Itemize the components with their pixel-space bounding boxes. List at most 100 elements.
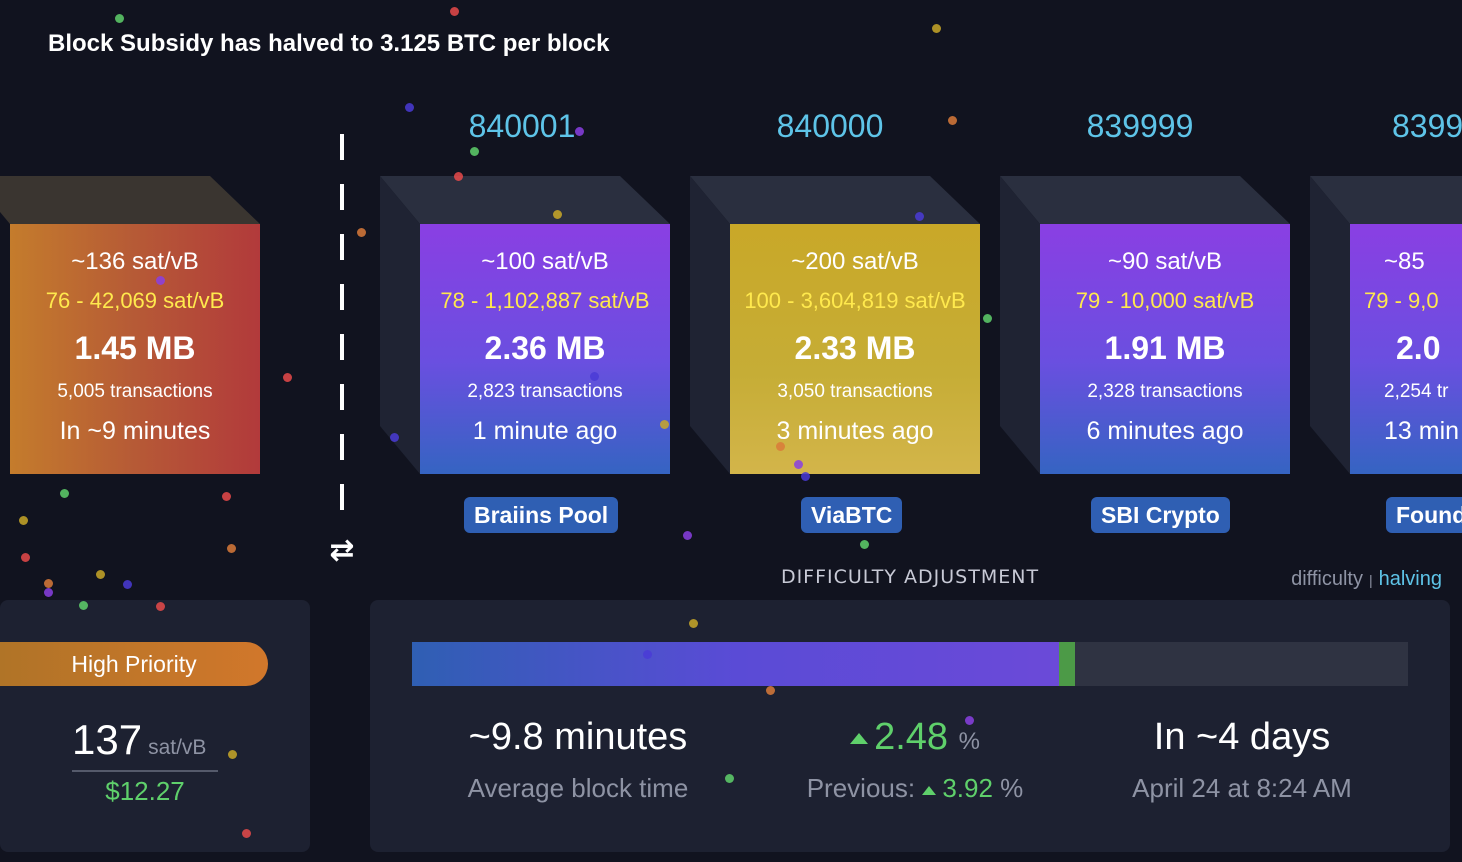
- block-840001[interactable]: ~100 sat/vB 78 - 1,102,887 sat/vB 2.36 M…: [380, 176, 670, 474]
- confetti-dot: [643, 650, 652, 659]
- block-height[interactable]: 840001: [468, 108, 576, 144]
- difficulty-change-stat: 2.48 % Previous: 3.92 %: [770, 716, 1060, 804]
- tab-halving[interactable]: halving: [1378, 568, 1442, 590]
- cube-top: [1000, 176, 1290, 224]
- mempool-divider: [340, 134, 344, 526]
- confetti-dot: [123, 580, 132, 589]
- cube-side: [1000, 176, 1040, 474]
- fee-range: 76 - 42,069 sat/vB: [45, 288, 225, 313]
- tx-count: 5,005 transactions: [57, 381, 213, 402]
- block-840000[interactable]: ~200 sat/vB 100 - 3,604,819 sat/vB 2.33 …: [690, 176, 980, 474]
- difficulty-change: 2.48: [874, 716, 949, 758]
- block-eta: In ~9 minutes: [59, 417, 211, 445]
- confetti-dot: [470, 147, 479, 156]
- block-age: 1 minute ago: [472, 417, 618, 445]
- confetti-dot: [156, 602, 165, 611]
- difficulty-eta-date: April 24 at 8:24 AM: [1132, 773, 1352, 803]
- confetti-dot: [222, 492, 231, 501]
- confetti-dot: [228, 750, 237, 759]
- confetti-dot: [660, 420, 669, 429]
- block-839999[interactable]: ~90 sat/vB 79 - 10,000 sat/vB 1.91 MB 2,…: [1000, 176, 1290, 474]
- confetti-dot: [21, 553, 30, 562]
- confetti-dot: [60, 489, 69, 498]
- projected-block[interactable]: ~136 sat/vB 76 - 42,069 sat/vB 1.45 MB 5…: [0, 176, 260, 474]
- fee-value: 137 sat/vB: [72, 716, 206, 764]
- block-face: ~200 sat/vB 100 - 3,604,819 sat/vB 2.33 …: [730, 224, 980, 474]
- block-face: ~85 79 - 9,0 2.0 2,254 tr 13 min: [1350, 224, 1462, 474]
- difficulty-progress-bar: [412, 642, 1408, 686]
- confetti-dot: [766, 686, 775, 695]
- confetti-dot: [915, 212, 924, 221]
- cube-top: [690, 176, 980, 224]
- difficulty-eta-stat: In ~4 days April 24 at 8:24 AM: [1100, 716, 1384, 804]
- confetti-dot: [19, 516, 28, 525]
- difficulty-eta: In ~4 days: [1153, 716, 1331, 758]
- avg-block-time-stat: ~9.8 minutes Average block time: [440, 716, 716, 804]
- block-height[interactable]: 840000: [776, 108, 884, 144]
- block-age: 3 minutes ago: [776, 417, 934, 445]
- fee-median: ~90 sat/vB: [1107, 248, 1223, 275]
- swap-arrows-icon[interactable]: ⇄: [329, 533, 355, 568]
- progress-fill: [412, 642, 1060, 686]
- tx-count: 2,328 transactions: [1087, 381, 1243, 402]
- confetti-dot: [689, 619, 698, 628]
- tab-separator: |: [1368, 572, 1373, 588]
- confetti-dot: [115, 14, 124, 23]
- cube-side: [380, 176, 420, 474]
- confetti-dot: [44, 588, 53, 597]
- cube-side: [1310, 176, 1350, 474]
- confetti-dot: [932, 24, 941, 33]
- fee-range: 78 - 1,102,887 sat/vB: [440, 288, 650, 313]
- fee-range: 100 - 3,604,819 sat/vB: [744, 288, 966, 313]
- pool-badge[interactable]: Found: [1386, 497, 1462, 533]
- triangle-up-icon: [922, 785, 937, 795]
- pool-badge[interactable]: SBI Crypto: [1091, 497, 1230, 533]
- fee-range: 79 - 10,000 sat/vB: [1075, 288, 1255, 313]
- high-priority-label: High Priority: [0, 642, 268, 686]
- block-face: ~100 sat/vB 78 - 1,102,887 sat/vB 2.36 M…: [420, 224, 670, 474]
- pool-badge[interactable]: ViaBTC: [801, 497, 903, 533]
- confetti-dot: [283, 373, 292, 382]
- confetti-dot: [405, 103, 414, 112]
- difficulty-tabs: difficulty | halving: [1291, 568, 1442, 591]
- fee-median: ~100 sat/vB: [481, 248, 609, 275]
- previous-unit: %: [1000, 773, 1024, 803]
- confetti-dot: [357, 228, 366, 237]
- confetti-dot: [725, 774, 734, 783]
- previous-change: 3.92: [942, 773, 993, 803]
- confetti-dot: [948, 116, 957, 125]
- block-height[interactable]: 8399: [1392, 108, 1462, 144]
- cube-side: [690, 176, 730, 474]
- confetti-dot: [156, 276, 165, 285]
- block-age: 13 min: [1384, 417, 1460, 445]
- confetti-dot: [96, 570, 105, 579]
- block-size: 1.45 MB: [74, 330, 196, 366]
- fee-range: 79 - 9,0: [1364, 288, 1439, 313]
- block-face: ~90 sat/vB 79 - 10,000 sat/vB 1.91 MB 2,…: [1040, 224, 1290, 474]
- confetti-dot: [79, 601, 88, 610]
- fee-median: ~85: [1384, 248, 1425, 275]
- fee-divider: [72, 770, 218, 772]
- tab-difficulty[interactable]: difficulty: [1291, 568, 1363, 590]
- pool-badge[interactable]: Braiins Pool: [464, 497, 619, 533]
- block-age: 6 minutes ago: [1086, 417, 1244, 445]
- fee-median: ~200 sat/vB: [791, 248, 919, 275]
- block-size: 1.91 MB: [1104, 330, 1226, 366]
- confetti-dot: [450, 7, 459, 16]
- fee-number: 137: [72, 716, 143, 763]
- confetti-dot: [454, 172, 463, 181]
- confetti-dot: [860, 540, 869, 549]
- block-size: 2.36 MB: [484, 330, 606, 366]
- confetti-dot: [801, 472, 810, 481]
- block-partial[interactable]: ~85 79 - 9,0 2.0 2,254 tr 13 min: [1310, 176, 1462, 474]
- confetti-dot: [683, 531, 692, 540]
- confetti-dot: [590, 372, 599, 381]
- block-size: 2.33 MB: [794, 330, 916, 366]
- block-height[interactable]: 839999: [1086, 108, 1194, 144]
- change-unit: %: [958, 728, 980, 755]
- fee-median: ~136 sat/vB: [71, 248, 199, 275]
- halving-banner: Block Subsidy has halved to 3.125 BTC pe…: [48, 30, 610, 57]
- progress-marker: [1059, 642, 1076, 686]
- confetti-dot: [794, 460, 803, 469]
- confetti-dot: [242, 829, 251, 838]
